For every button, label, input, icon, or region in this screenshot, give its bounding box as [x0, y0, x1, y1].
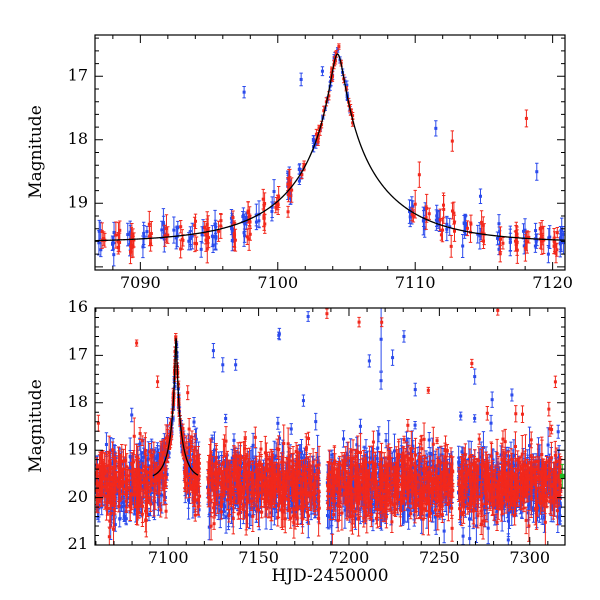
top-panel-y-axis-title: Magnitude	[26, 105, 46, 199]
bottom-panel-y-axis-title: Magnitude	[26, 379, 46, 473]
x-axis-title: HJD-2450000	[271, 566, 389, 586]
